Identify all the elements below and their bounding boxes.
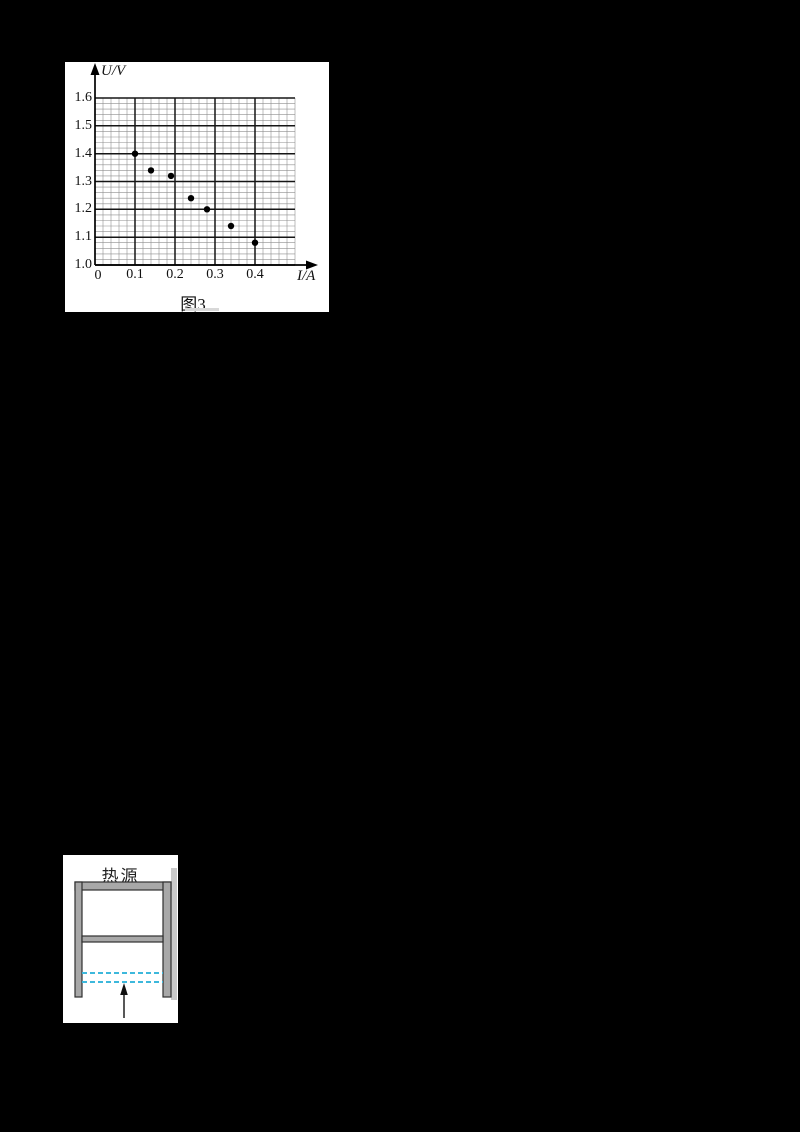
- y-tick-label: 1.1: [74, 229, 93, 245]
- y-axis-label: U/V: [101, 63, 126, 79]
- data-point: [167, 172, 175, 180]
- frame-left-leg: [74, 881, 83, 998]
- x-tick-label: 0.1: [126, 267, 144, 282]
- y-tick-label: 1.4: [74, 145, 93, 161]
- frame-right-leg: [162, 881, 172, 998]
- frame-shelf: [81, 935, 164, 943]
- scan-artifact: [185, 308, 219, 311]
- up-arrow-head: [120, 983, 128, 995]
- data-point: [251, 239, 259, 246]
- heat-source-label: 热源: [101, 867, 140, 886]
- x-axis-label: I/A: [297, 268, 316, 284]
- y-tick-label: 1.5: [74, 117, 93, 133]
- frame-top-bar: [74, 881, 172, 891]
- figure3-chart-panel: U/V I/A 0 图3 1.0 1.1 1.2 1.3 1.4 1.5 1.6 0.1 0.2…: [65, 62, 329, 314]
- y-tick-label: 1.6: [74, 90, 93, 105]
- data-point: [203, 206, 211, 213]
- y-tick-label: 1.2: [74, 201, 93, 217]
- x-tick-label: 0.2: [166, 267, 184, 282]
- x-tick-label: 0.3: [206, 267, 224, 282]
- y-tick-label: 1.0: [74, 257, 93, 272]
- scan-artifact-strip: [171, 868, 177, 1000]
- data-point: [131, 150, 139, 157]
- y-tick-label: 1.3: [74, 173, 93, 189]
- data-point: [227, 222, 235, 230]
- heat-frame-diagram: [74, 868, 177, 1018]
- y-axis-arrowhead: [90, 63, 100, 75]
- x-axis-arrowhead: [306, 260, 318, 270]
- data-point: [187, 195, 195, 202]
- origin-tick-label: 0: [94, 268, 102, 283]
- uv-ia-scatter-chart: [90, 63, 318, 270]
- heat-source-diagram-panel: 热源: [63, 855, 178, 1023]
- chart-caption: 图3: [180, 295, 206, 314]
- data-point: [147, 167, 155, 174]
- x-tick-label: 0.4: [246, 267, 264, 282]
